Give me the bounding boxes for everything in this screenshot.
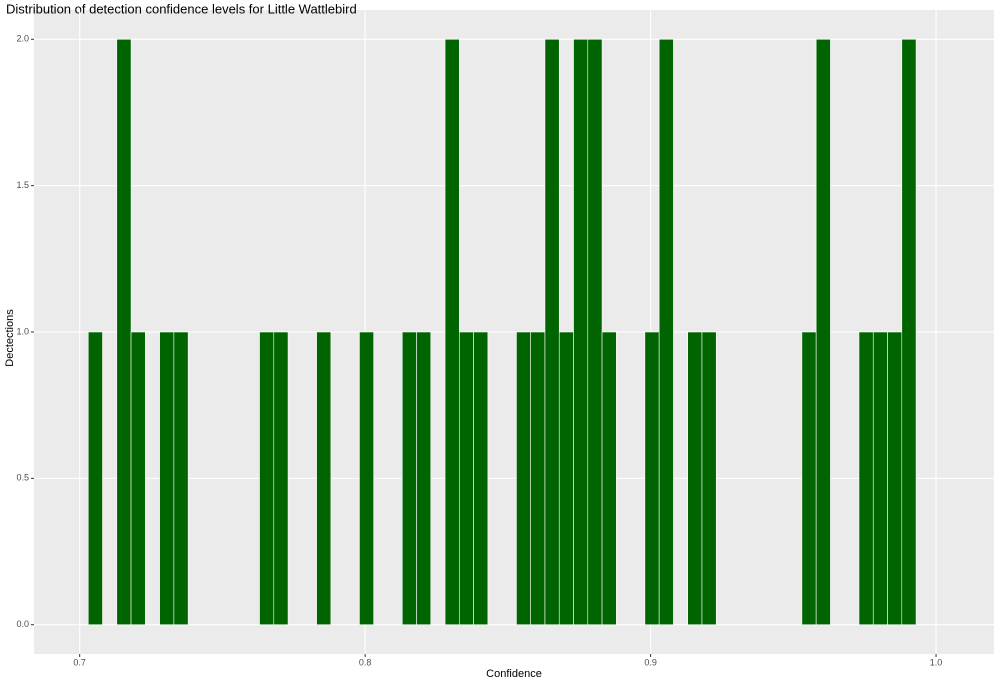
x-axis-label: Confidence — [486, 668, 542, 680]
bar — [259, 331, 275, 626]
bar — [558, 331, 574, 626]
bar — [587, 38, 603, 626]
bar — [459, 331, 474, 626]
bar — [887, 331, 903, 626]
bar — [116, 38, 132, 626]
bar — [701, 331, 717, 626]
y-axis-label: Dectections — [4, 309, 16, 367]
bar — [87, 331, 103, 626]
bar — [687, 331, 703, 626]
bar — [872, 331, 888, 626]
bar — [359, 331, 374, 626]
y-tick-label: 2.0 — [16, 34, 29, 44]
bar — [316, 331, 332, 626]
bar — [544, 38, 560, 626]
bar — [573, 38, 589, 626]
chart-title: Distribution of detection confidence lev… — [6, 1, 357, 16]
bar — [815, 38, 831, 626]
bar — [173, 331, 189, 626]
bar — [473, 331, 489, 626]
bar — [901, 38, 917, 626]
y-tick-label: 0.5 — [16, 473, 29, 483]
bar — [444, 38, 460, 626]
bar — [801, 331, 817, 626]
bar — [658, 38, 674, 626]
bar — [644, 331, 660, 626]
bar — [858, 331, 874, 626]
y-tick-label: 1.0 — [16, 326, 29, 336]
x-tick-label: 0.7 — [73, 657, 86, 667]
bar — [516, 331, 531, 626]
x-tick-label: 0.9 — [644, 657, 657, 667]
bar — [530, 331, 546, 626]
bar — [416, 331, 432, 626]
bar — [273, 331, 289, 626]
bar — [130, 331, 146, 626]
y-tick-label: 1.5 — [16, 180, 29, 190]
bar — [601, 331, 617, 626]
x-tick-label: 1.0 — [930, 657, 943, 667]
y-tick-label: 0.0 — [16, 619, 29, 629]
bar — [159, 331, 175, 626]
x-tick-label: 0.8 — [359, 657, 372, 667]
bar — [401, 331, 417, 626]
